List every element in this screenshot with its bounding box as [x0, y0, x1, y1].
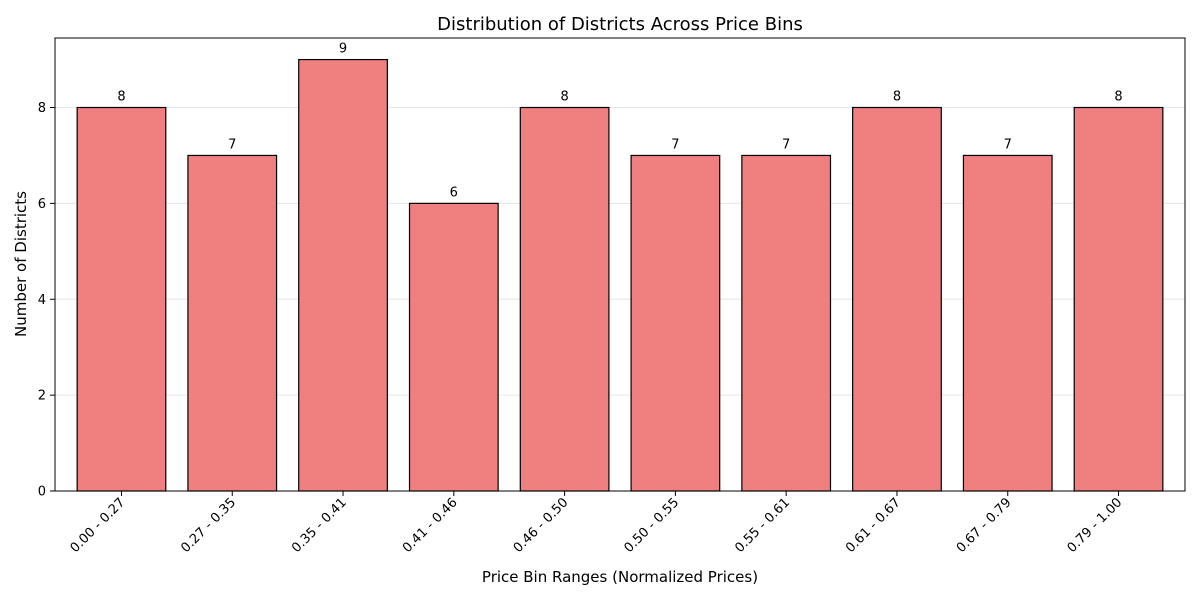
bar [852, 106, 942, 492]
bar [408, 202, 499, 492]
bar [1073, 106, 1164, 492]
data-label: 8 [560, 90, 568, 105]
data-label: 8 [117, 90, 125, 105]
y-tick-label: 8 [38, 101, 46, 116]
bar [298, 58, 388, 492]
y-tick-label: 6 [38, 197, 46, 212]
x-tick-label: 0.67 - 0.79 [954, 495, 1015, 556]
data-label: 7 [1004, 137, 1012, 152]
x-tick-label: 0.41 - 0.46 [400, 495, 461, 556]
data-label: 7 [671, 137, 679, 152]
y-axis-label: Number of Districts [12, 191, 30, 337]
bar [962, 154, 1053, 492]
x-tick-label: 0.61 - 0.67 [843, 495, 904, 556]
x-tick-label: 0.55 - 0.61 [732, 495, 793, 556]
bars-layer: 8 7 9 6 8 7 7 8 7 8 [76, 42, 1164, 492]
plot-frame [54, 37, 1186, 492]
x-tick-label: 0.00 - 0.27 [68, 495, 129, 556]
x-tick-label: 0.50 - 0.55 [622, 495, 683, 556]
data-label: 7 [782, 137, 790, 152]
data-label: 7 [228, 137, 236, 152]
data-label: 6 [450, 185, 458, 200]
bar [630, 154, 721, 492]
x-tick-label: 0.27 - 0.35 [178, 495, 239, 556]
data-label: 9 [339, 42, 347, 57]
x-tick-label: 0.46 - 0.50 [511, 495, 572, 556]
x-axis-label: Price Bin Ranges (Normalized Prices) [482, 568, 758, 586]
bar [187, 154, 278, 492]
data-label: 8 [893, 90, 901, 105]
chart-title: Distribution of Districts Across Price B… [437, 14, 803, 35]
bar [741, 154, 832, 492]
y-tick-label: 4 [38, 293, 46, 308]
x-tick-label: 0.35 - 0.41 [289, 495, 350, 556]
data-label: 8 [1114, 90, 1122, 105]
y-tick-label: 0 [38, 485, 46, 500]
x-tick-label: 0.79 - 1.00 [1065, 495, 1126, 556]
bar [76, 106, 167, 492]
bar [519, 106, 610, 492]
y-tick-label: 2 [38, 389, 46, 404]
